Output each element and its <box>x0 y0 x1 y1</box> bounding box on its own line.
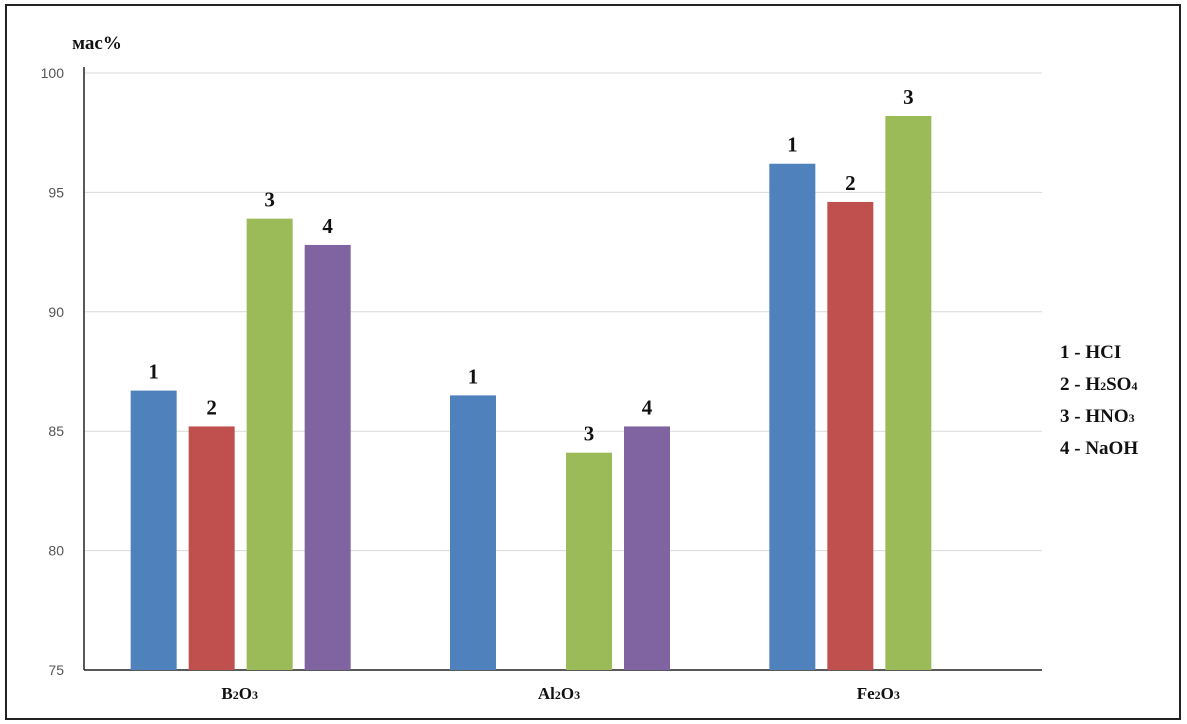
category-label: B2O3 <box>221 684 258 703</box>
legend-text: 3 <box>1129 411 1135 425</box>
category-label: Al2O3 <box>538 684 580 703</box>
bar-1-2 <box>188 426 235 670</box>
legend-number: 4 <box>1060 438 1070 459</box>
category-label-part: 3 <box>252 688 258 702</box>
legend-item-4: 4 - NaOH <box>1060 438 1138 459</box>
legend-dash: - <box>1070 438 1086 459</box>
legend-dash: - <box>1070 342 1086 363</box>
legend-text: NaOH <box>1085 438 1138 459</box>
bar-2-3 <box>566 452 612 670</box>
bar-1-4 <box>304 244 351 670</box>
bar-label: 2 <box>845 171 856 195</box>
category-label-part: 2 <box>233 688 239 702</box>
legend-text: HCI <box>1085 342 1121 363</box>
category-label-part: 2 <box>875 688 881 702</box>
y-tick-label: 75 <box>48 662 64 678</box>
y-tick-label: 100 <box>41 65 65 81</box>
bar-label: 3 <box>584 422 595 446</box>
legend-number: 2 <box>1060 374 1070 395</box>
y-axis-label: мас% <box>72 33 122 54</box>
bar-2-4 <box>624 426 670 670</box>
bar-label: 4 <box>642 395 653 419</box>
bar-3-1 <box>769 163 816 670</box>
bar-label: 1 <box>148 360 159 384</box>
chart-frame: 75 80 85 90 95 100 мас% 1 2 3 4 B2O3 1 3 4 Al2O3 1 2 3 Fe2O… <box>5 4 1181 720</box>
legend-text: H <box>1085 374 1100 395</box>
category-label-part: O <box>239 684 252 703</box>
bar-label: 1 <box>468 364 479 388</box>
bar-label: 2 <box>206 395 217 419</box>
legend-number: 3 <box>1060 406 1070 427</box>
bar-3-3 <box>885 115 932 670</box>
bar-chart: 7580859095100мас%1234B2O3134Al2O3123Fe2O… <box>41 33 1139 703</box>
bar-label: 3 <box>903 85 914 109</box>
bar-1-1 <box>130 390 177 670</box>
y-tick-label: 95 <box>48 184 64 200</box>
category-label-part: 3 <box>894 688 900 702</box>
legend-item-1: 1 - HCI <box>1060 342 1121 363</box>
legend-text: 2 <box>1100 379 1106 393</box>
legend-text: 4 <box>1131 379 1137 393</box>
category-label-part: 3 <box>574 688 580 702</box>
legend-dash: - <box>1070 374 1086 395</box>
y-tick-label: 80 <box>48 543 64 559</box>
legend-text: HNO <box>1085 406 1128 427</box>
y-tick-label: 85 <box>48 423 64 439</box>
legend-item-3: 3 - HNO3 <box>1060 406 1135 427</box>
legend-dash: - <box>1070 406 1086 427</box>
bar-label: 1 <box>787 133 798 157</box>
bar-3-2 <box>827 201 874 670</box>
category-label-part: 2 <box>555 688 561 702</box>
category-label-part: O <box>561 684 574 703</box>
bar-1-3 <box>246 218 293 670</box>
bar-label: 4 <box>322 214 333 238</box>
category-label-part: B <box>221 684 232 703</box>
category-label-part: Fe <box>857 684 875 703</box>
bar-2-1 <box>450 395 496 670</box>
category-label-part: O <box>881 684 894 703</box>
legend-item-2: 2 - H2SO4 <box>1060 374 1137 395</box>
category-label-part: Al <box>538 684 555 703</box>
y-tick-label: 90 <box>48 304 64 320</box>
category-label: Fe2O3 <box>857 684 900 703</box>
bar-label: 3 <box>264 188 275 212</box>
legend-number: 1 <box>1060 342 1070 363</box>
legend-text: SO <box>1106 374 1131 395</box>
